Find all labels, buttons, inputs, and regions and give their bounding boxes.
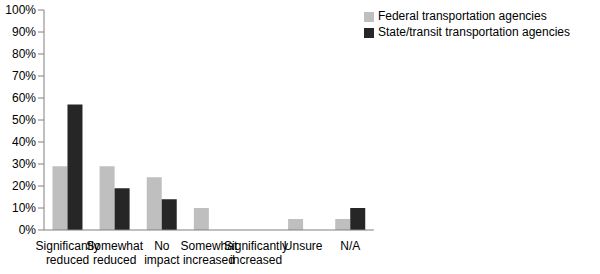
svg-text:Significantlyincreased: Significantlyincreased [224,239,288,267]
svg-text:60%: 60% [12,91,36,105]
svg-text:80%: 80% [12,47,36,61]
html-text:reduced: reduced [45,253,90,267]
svg-text:50%: 50% [12,113,36,127]
html-text:Somewhat: Somewhat [180,239,238,253]
svg-text:90%: 90% [12,25,36,39]
svg-text:100%: 100% [8,3,36,17]
svg-text:40%: 40% [12,135,36,149]
svg-text:10%: 10% [12,201,36,215]
svg-text:20%: 20% [12,179,36,193]
html-text:Significantly: Significantly [35,239,100,253]
svg-text:Unsure: Unsure [284,239,323,253]
svg-text:N/A: N/A [340,239,360,253]
svg-text:Noimpact: Noimpact [144,239,180,267]
html-text:State/transit transportation a: State/transit transportation agencies [377,25,570,39]
svg-text:70%: 70% [12,69,36,83]
html-text:increased: increased [182,253,235,267]
svg-text:0%: 0% [19,223,37,237]
html-text:Federal transportation agencie: Federal transportation agencies [377,9,547,23]
svg-text:30%: 30% [12,157,36,171]
svg-text:Somewhatreduced: Somewhatreduced [86,239,143,267]
